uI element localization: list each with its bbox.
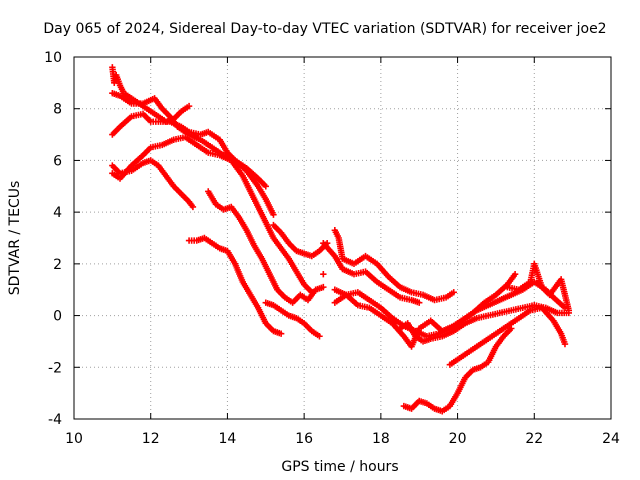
data-point: [511, 271, 519, 278]
data-point: [565, 307, 573, 314]
data-point: [316, 333, 323, 340]
data-point: [262, 183, 269, 190]
data-point: [270, 211, 277, 218]
y-tick-label: 6: [53, 153, 62, 169]
grid-lines: [74, 57, 611, 419]
y-tick-label: 2: [53, 257, 62, 273]
y-axis-title: SDTVAR / TECUs: [7, 181, 23, 296]
y-tick-label: -2: [48, 360, 62, 376]
data-point: [561, 340, 569, 348]
data-point: [189, 203, 197, 211]
x-tick-label: 10: [65, 431, 83, 447]
x-tick-label: 24: [602, 431, 620, 447]
y-tick-label: -4: [48, 412, 62, 428]
y-tick-label: 4: [53, 205, 62, 221]
data-point: [185, 102, 193, 110]
y-tick-label: 10: [44, 50, 62, 66]
data-point: [277, 330, 285, 337]
data-point: [416, 299, 423, 306]
x-tick-label: 20: [449, 431, 467, 447]
x-tick-label: 12: [142, 431, 160, 447]
x-axis-title: GPS time / hours: [281, 459, 398, 475]
x-tick-label: 14: [219, 431, 237, 447]
x-tick-label: 18: [372, 431, 390, 447]
data-point: [450, 289, 457, 296]
y-tick-label: 0: [53, 309, 62, 325]
x-tick-label: 16: [295, 431, 313, 447]
data-point: [320, 271, 327, 278]
data-point: [320, 283, 327, 291]
plot-frame: [73, 56, 612, 420]
chart-title: Day 065 of 2024, Sidereal Day-to-day VTE…: [43, 21, 606, 37]
x-tick-label: 22: [525, 431, 543, 447]
data-points: [109, 64, 573, 415]
y-tick-label: 8: [53, 102, 62, 118]
